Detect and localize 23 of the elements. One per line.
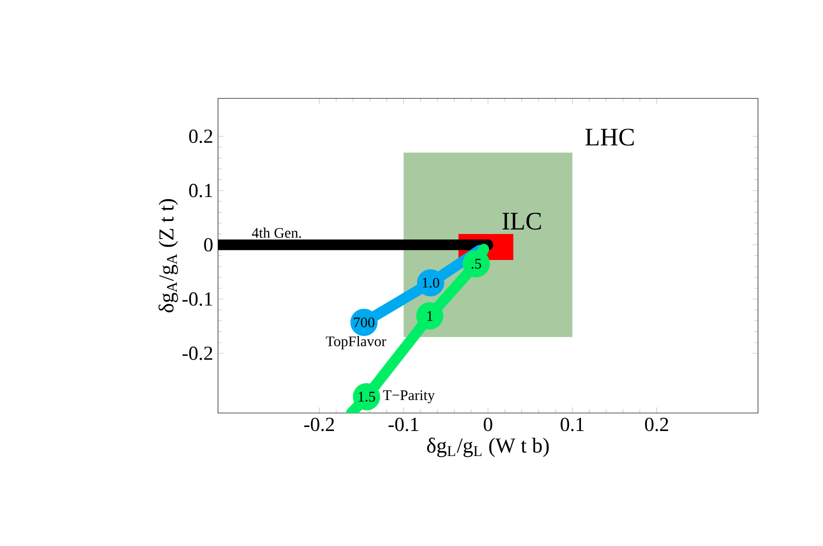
annotation: 1.0	[422, 278, 440, 288]
annotation: 1.5	[358, 392, 376, 402]
x-tick-label: 0.2	[645, 418, 668, 432]
point	[416, 302, 444, 330]
series-label: LHC	[585, 128, 634, 146]
y-tick-label: 0.2	[189, 130, 212, 144]
annotation: 700	[354, 317, 374, 328]
y-tick-label: 0.1	[189, 184, 212, 198]
series-label: TopFlavor	[326, 336, 386, 350]
x-tick-label: -0.2	[304, 418, 334, 432]
annotation: 1	[427, 311, 433, 321]
y-tick-label: -0.1	[182, 292, 212, 306]
x-tick-label: 0.1	[560, 418, 584, 432]
x-axis-title: δg$_{L}$/g$_{L}$ (W t b)	[427, 438, 549, 458]
x-tick-label: -0.1	[388, 418, 418, 432]
y-tick-label: -0.2	[182, 346, 212, 360]
series-label: 4th Gen.	[252, 228, 301, 238]
annotation: .5	[472, 258, 482, 269]
x-tick-label: 0	[484, 418, 492, 432]
series-label: ILC	[502, 212, 541, 230]
y-tick-label: 0	[204, 238, 213, 252]
legend-label: T−Parity	[383, 390, 435, 404]
y-axis-title: δg$_{A}$/g$_{A}$ (Z t t)	[158, 199, 178, 312]
